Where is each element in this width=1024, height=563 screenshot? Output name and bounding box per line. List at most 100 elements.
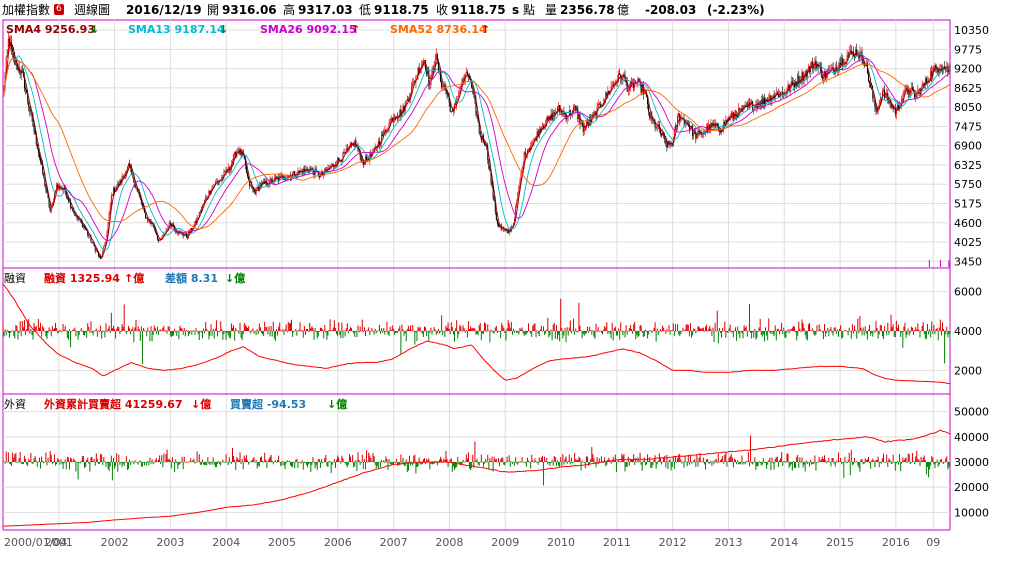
flow-bar	[198, 454, 200, 462]
candle-body	[724, 121, 726, 126]
flow-bar	[324, 457, 326, 462]
flow-bar	[847, 460, 849, 462]
flow-bar	[28, 318, 30, 331]
flow-bar	[925, 331, 927, 340]
candle-body	[721, 130, 723, 133]
flow-bar	[155, 331, 157, 335]
flow-bar	[736, 331, 738, 341]
flow-bar	[210, 324, 212, 331]
candle-body	[37, 149, 39, 153]
flow-bar	[20, 331, 22, 337]
candle-body	[223, 172, 225, 178]
flow-bar	[93, 331, 95, 332]
candle-body	[87, 230, 89, 235]
flow-bar	[205, 322, 207, 331]
candle-body	[775, 92, 777, 95]
flow-bar	[109, 462, 111, 467]
candle-body	[854, 56, 856, 58]
flow-bar	[452, 462, 454, 467]
candle-body	[17, 67, 19, 70]
flow-bar	[845, 330, 847, 331]
candle-body	[874, 97, 876, 108]
flow-bar	[238, 331, 240, 334]
candle-body	[653, 120, 655, 122]
flow-bar	[587, 326, 589, 331]
flow-bar	[456, 320, 458, 331]
flow-bar	[595, 462, 597, 468]
candle-body	[503, 228, 505, 230]
candle-body	[494, 200, 496, 212]
flow-bar	[908, 331, 910, 336]
flow-bar	[543, 462, 545, 486]
flow-bar	[904, 322, 906, 331]
flow-bar	[634, 462, 636, 466]
flow-bar	[440, 331, 442, 333]
flow-bar	[574, 452, 576, 462]
flow-bar	[922, 457, 924, 462]
flow-bar	[784, 461, 786, 462]
flow-bar	[46, 462, 48, 466]
candle-body	[843, 64, 845, 66]
flow-bar	[609, 461, 611, 462]
flow-bar	[79, 462, 81, 464]
flow-bar	[142, 462, 144, 463]
flow-bar	[879, 462, 881, 464]
flow-bar	[37, 461, 39, 463]
flow-bar	[397, 331, 399, 334]
flow-bar	[419, 326, 421, 331]
candle-body	[162, 234, 164, 239]
flow-bar	[550, 329, 552, 331]
flow-bar	[14, 454, 16, 462]
flow-bar	[322, 462, 324, 464]
flow-bar	[540, 457, 542, 462]
candle-body	[422, 61, 424, 64]
flow-bar	[181, 328, 183, 331]
candle-body	[81, 221, 83, 227]
flow-bar	[905, 331, 907, 338]
flow-bar	[312, 327, 314, 331]
candle-body	[343, 152, 345, 154]
flow-bar	[568, 454, 570, 462]
candle-body	[375, 146, 377, 148]
flow-bar	[42, 325, 44, 331]
candle-body	[534, 138, 536, 140]
candle-body	[931, 71, 933, 77]
candle-body	[623, 74, 625, 76]
flow-bar	[931, 456, 933, 462]
flow-bar	[4, 329, 6, 331]
flow-bar	[333, 459, 335, 462]
flow-bar	[566, 327, 568, 331]
flow-bar	[494, 459, 496, 462]
flow-bar	[339, 331, 341, 336]
flow-bar	[760, 462, 762, 466]
flow-bar	[337, 331, 339, 337]
candle-body	[423, 60, 425, 62]
flow-bar	[747, 331, 749, 332]
flow-bar	[653, 328, 655, 331]
flow-bar	[343, 330, 345, 332]
period-label[interactable]: 週線圖	[74, 3, 111, 17]
flow-bar	[212, 328, 214, 331]
flow-bar	[685, 462, 687, 463]
candle-body	[48, 198, 50, 207]
flow-bar	[649, 330, 651, 331]
candle-body	[254, 191, 256, 195]
candle-body	[493, 197, 495, 201]
flow-bar	[532, 460, 534, 462]
flow-bar	[211, 331, 213, 336]
flow-bar	[786, 331, 788, 333]
candle-body	[284, 179, 286, 181]
flow-bar	[840, 325, 842, 331]
flow-bar	[401, 324, 403, 331]
flow-bar	[491, 331, 493, 333]
candle-body	[906, 86, 908, 91]
candle-body	[123, 175, 125, 178]
flow-bar	[290, 319, 292, 331]
flow-bar	[523, 461, 525, 463]
candle-body	[186, 236, 188, 238]
flow-bar	[192, 331, 194, 332]
flow-bar	[481, 331, 483, 334]
flow-bar	[790, 462, 792, 465]
flow-bar	[353, 462, 355, 468]
